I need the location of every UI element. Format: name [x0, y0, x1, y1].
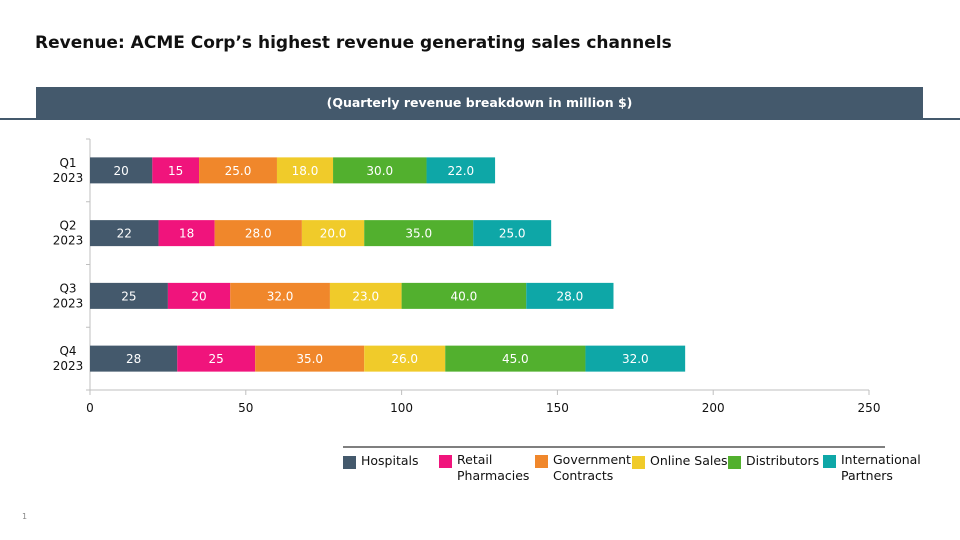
- category-label: Q4: [59, 344, 76, 358]
- data-label: 32.0: [622, 352, 649, 366]
- x-tick-label: 150: [546, 401, 569, 415]
- bar-segment: [401, 282, 527, 309]
- data-label: 20.0: [320, 227, 347, 241]
- bar-segment: [526, 282, 614, 309]
- legend-label: Distributors: [746, 453, 820, 468]
- bar-segment: [445, 345, 586, 372]
- category-label: 2023: [53, 234, 84, 248]
- legend-label: Government Contracts: [553, 452, 631, 483]
- bar-segment: [214, 220, 302, 247]
- data-label: 45.0: [502, 352, 529, 366]
- bar-segment: [167, 282, 231, 309]
- bar-segment: [473, 220, 552, 247]
- data-label: 15: [168, 164, 183, 178]
- x-tick-label: 200: [702, 401, 725, 415]
- bar-segment: [230, 282, 330, 309]
- category-label: 2023: [53, 296, 84, 310]
- legend-item: Hospitals: [343, 453, 419, 469]
- bar-segment: [585, 345, 686, 372]
- legend-label: Online Sales: [650, 453, 728, 468]
- data-label: 28.0: [557, 289, 584, 303]
- data-label: 25.0: [225, 164, 252, 178]
- bar-segment: [90, 282, 168, 309]
- data-label: 22.0: [447, 164, 474, 178]
- data-label: 32.0: [267, 289, 294, 303]
- bar-segment: [301, 220, 365, 247]
- legend-swatch: [632, 456, 645, 469]
- bar-segment: [426, 157, 496, 184]
- bar-segment: [255, 345, 365, 372]
- bar-segment: [199, 157, 277, 184]
- data-label: 30.0: [366, 164, 393, 178]
- legend-label: Hospitals: [361, 453, 419, 468]
- page-number: 1: [22, 512, 28, 521]
- data-label: 28: [126, 352, 141, 366]
- data-label: 18: [179, 227, 194, 241]
- data-label: 20: [191, 289, 206, 303]
- x-tick-label: 50: [238, 401, 253, 415]
- bar-segment: [158, 220, 215, 247]
- legend-swatch: [823, 455, 836, 468]
- data-label: 35.0: [296, 352, 323, 366]
- bar-segment: [276, 157, 334, 184]
- legend-rule: [343, 446, 885, 448]
- header-rule: [0, 118, 960, 120]
- data-label: 18.0: [292, 164, 319, 178]
- data-label: 20: [114, 164, 129, 178]
- legend-swatch: [343, 456, 356, 469]
- bar-segment: [90, 157, 153, 184]
- x-tick-label: 0: [86, 401, 94, 415]
- bar-segment: [90, 345, 178, 372]
- bar-segment: [364, 220, 474, 247]
- bar-segment: [329, 282, 402, 309]
- legend-label: International Partners: [841, 452, 921, 483]
- category-label: Q2: [59, 219, 76, 233]
- legend-swatch: [535, 455, 548, 468]
- subtitle-banner: (Quarterly revenue breakdown in million …: [36, 87, 923, 118]
- legend-swatch: [728, 456, 741, 469]
- bar-segment: [90, 220, 159, 247]
- data-label: 28.0: [245, 227, 272, 241]
- legend-item: Government Contracts: [535, 452, 631, 484]
- x-tick-label: 250: [858, 401, 881, 415]
- legend-item: International Partners: [823, 452, 921, 484]
- bar-segment: [364, 345, 446, 372]
- category-label: 2023: [53, 359, 84, 373]
- legend-item: Retail Pharmacies: [439, 452, 529, 484]
- bar-segment: [177, 345, 256, 372]
- bar-segment: [152, 157, 200, 184]
- x-tick-label: 100: [390, 401, 413, 415]
- data-label: 23.0: [352, 289, 379, 303]
- chart-subtitle: (Quarterly revenue breakdown in million …: [326, 95, 633, 110]
- category-label: Q1: [59, 156, 76, 170]
- legend-item: Distributors: [728, 453, 819, 469]
- legend-label: Retail Pharmacies: [457, 452, 530, 483]
- data-label: 26.0: [391, 352, 418, 366]
- data-label: 25: [209, 352, 224, 366]
- legend-item: Online Sales: [632, 453, 728, 469]
- category-label: 2023: [53, 171, 84, 185]
- data-label: 40.0: [451, 289, 478, 303]
- data-label: 25.0: [499, 227, 526, 241]
- chart-legend: Hospitals Retail Pharmacies Government Contr…: [343, 452, 943, 492]
- category-label: Q3: [59, 281, 76, 295]
- data-label: 35.0: [405, 227, 432, 241]
- data-label: 25: [121, 289, 136, 303]
- bar-segment: [333, 157, 427, 184]
- page-title: Revenue: ACME Corp’s highest revenue gen…: [35, 33, 672, 53]
- data-label: 22: [117, 227, 132, 241]
- legend-swatch: [439, 455, 452, 468]
